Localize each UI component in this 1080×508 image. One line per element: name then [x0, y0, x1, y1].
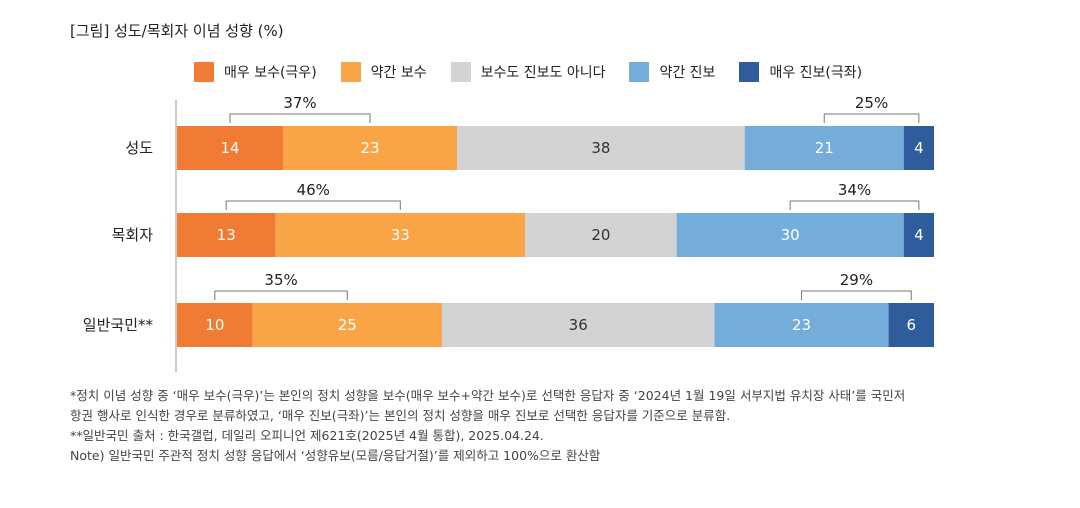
progressive-total-label: 25%: [855, 94, 888, 112]
bar-segment: [282, 126, 458, 170]
progressive-total-bracket: [789, 200, 920, 210]
bar-segment: [525, 213, 677, 257]
data-label: 38: [591, 139, 610, 157]
bar-segment: [714, 303, 889, 347]
footnotes: *정치 이념 성향 중 ‘매우 보수(극우)’는 본인의 정치 성향을 보수(매…: [70, 386, 1030, 466]
legend: 매우 보수(극우) 약간 보수 보수도 진보도 아니다 약간 진보 매우 진보(…: [194, 62, 886, 82]
data-label: 23: [360, 139, 379, 157]
data-label: 6: [907, 316, 917, 334]
data-label: 20: [591, 226, 610, 244]
legend-label: 약간 보수: [370, 65, 427, 81]
category-label: 성도: [125, 139, 153, 157]
progressive-total-bracket: [801, 290, 912, 300]
footnote-line: 항권 행사로 인식한 경우로 분류하였고, ‘매우 진보(극좌)’는 본인의 정…: [70, 408, 731, 423]
footnote-line: *정치 이념 성향 중 ‘매우 보수(극우)’는 본인의 정치 성향을 보수(매…: [70, 388, 906, 403]
data-label: 30: [781, 226, 800, 244]
bar-segment: [177, 126, 283, 170]
progressive-total-label: 34%: [838, 181, 871, 199]
legend-swatch: [450, 62, 471, 82]
conservative-total-label: 37%: [283, 94, 316, 112]
legend-label: 매우 보수(극우): [224, 65, 317, 81]
bar-segment: [888, 303, 934, 347]
bar-segment: [676, 213, 904, 257]
chart-title: [그림] 성도/목회자 이념 성향 (%): [70, 22, 284, 40]
legend-swatch: [739, 62, 760, 82]
data-label: 23: [792, 316, 811, 334]
progressive-total-label: 29%: [840, 271, 873, 289]
data-label: 14: [220, 139, 239, 157]
bar-segment: [903, 126, 934, 170]
data-label: 4: [914, 139, 924, 157]
data-label: 21: [815, 139, 834, 157]
footnote-line: **일반국민 출처 : 한국갤럽, 데일리 오피니언 제621호(2025년 4…: [70, 428, 544, 443]
conservative-total-label: 35%: [264, 271, 297, 289]
legend-item-slightly-conservative: 약간 보수: [340, 62, 427, 82]
footnote-line: Note) 일반국민 주관적 정치 성향 응답에서 ‘성향유보(모름/응답거절)…: [70, 448, 601, 463]
legend-swatch: [194, 62, 214, 82]
bar-segment: [903, 213, 934, 257]
legend-item-very-conservative: 매우 보수(극우): [194, 62, 317, 82]
category-label: 일반국민**: [83, 316, 154, 334]
bar-segment: [275, 213, 526, 257]
legend-label: 보수도 진보도 아니다: [480, 65, 606, 81]
legend-item-neutral: 보수도 진보도 아니다: [450, 62, 606, 82]
conservative-total-bracket: [214, 290, 348, 300]
data-label: 33: [391, 226, 410, 244]
bar-segment: [177, 213, 276, 257]
progressive-total-bracket: [823, 113, 920, 123]
conservative-total-bracket: [229, 113, 371, 123]
legend-swatch: [629, 62, 650, 82]
bar-segment: [441, 303, 715, 347]
legend-item-very-progressive: 매우 진보(극좌): [739, 62, 862, 82]
data-label: 36: [569, 316, 588, 334]
category-label: 목회자: [112, 226, 154, 244]
conservative-total-bracket: [225, 200, 401, 210]
legend-label: 매우 진보(극좌): [769, 65, 863, 81]
data-label: 10: [205, 316, 224, 334]
conservative-total-label: 46%: [297, 181, 330, 199]
legend-label: 약간 진보: [659, 65, 716, 81]
bar-segment: [744, 126, 904, 170]
bar-segment: [177, 303, 253, 347]
legend-item-slightly-progressive: 약간 진보: [629, 62, 715, 82]
data-label: 4: [914, 226, 924, 244]
bar-segment: [252, 303, 442, 347]
data-label: 13: [217, 226, 236, 244]
stacked-bar-chart: 성도 14 23 38 21 4 37% 25% 목회자 13 33 20 30 4 46% 34% 일반국민*…: [83, 94, 934, 372]
data-label: 25: [338, 316, 357, 334]
legend-swatch: [340, 62, 361, 82]
bar-segment: [457, 126, 745, 170]
